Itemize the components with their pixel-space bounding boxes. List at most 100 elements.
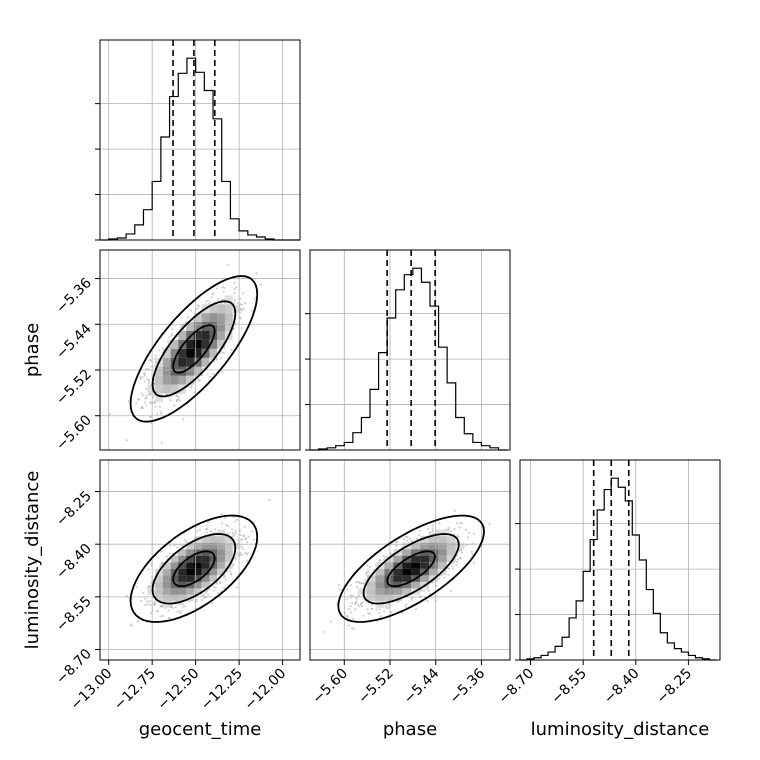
- sample-point-phase-vs-geocent-time-601: [145, 404, 148, 407]
- sample-point-luminosity-distance-vs-phase-1141: [429, 531, 432, 534]
- sample-point-luminosity-distance-vs-phase-514: [402, 538, 406, 541]
- density-cell-phase-vs-geocent-time-8-6: [201, 348, 210, 358]
- sample-point-phase-vs-geocent-time-1243: [259, 283, 262, 286]
- sample-point-phase-vs-geocent-time-1012: [168, 336, 171, 339]
- sample-point-phase-vs-geocent-time-240: [141, 405, 144, 408]
- sample-point-phase-vs-geocent-time-1379: [196, 304, 200, 307]
- sample-point-luminosity-distance-vs-geocent-time-834: [167, 609, 170, 612]
- sample-point-luminosity-distance-vs-phase-1129: [366, 564, 369, 567]
- density-cell-luminosity-distance-vs-geocent-time-11-9: [224, 549, 233, 556]
- density-cell-luminosity-distance-vs-phase-3-5: [375, 575, 385, 582]
- density-cell-luminosity-distance-vs-geocent-time-10-9: [217, 549, 225, 556]
- y-tick-label-phase-3: −5.36: [53, 275, 95, 317]
- density-cell-phase-vs-geocent-time-7-8: [193, 331, 202, 340]
- density-cell-luminosity-distance-vs-phase-6-3: [402, 588, 412, 595]
- sample-point-luminosity-distance-vs-geocent-time-365: [229, 569, 232, 573]
- sample-point-phase-vs-geocent-time-872: [149, 402, 152, 405]
- sample-point-phase-vs-geocent-time-1211: [190, 386, 193, 389]
- density-cell-phase-vs-geocent-time-3-2: [162, 384, 171, 394]
- sample-point-phase-vs-geocent-time-1262: [206, 372, 209, 375]
- density-cell-luminosity-distance-vs-geocent-time-7-8: [193, 555, 202, 563]
- density-cell-luminosity-distance-vs-geocent-time-9-5: [209, 575, 218, 582]
- density-cell-luminosity-distance-vs-phase-10-8: [437, 555, 447, 563]
- density-cell-luminosity-distance-vs-phase-11-8: [446, 555, 456, 563]
- sample-point-luminosity-distance-vs-phase-1361: [422, 589, 426, 592]
- panel-frame-phase-vs-geocent-time: [99, 249, 301, 451]
- sample-point-phase-vs-geocent-time-746: [232, 327, 235, 330]
- sample-point-luminosity-distance-vs-geocent-time-67: [244, 537, 248, 540]
- sample-point-phase-vs-geocent-time-912: [177, 395, 181, 398]
- sample-point-luminosity-distance-vs-geocent-time-910: [202, 593, 205, 596]
- sample-point-luminosity-distance-vs-geocent-time-412: [170, 605, 173, 608]
- sample-point-luminosity-distance-vs-geocent-time-1392: [211, 602, 214, 605]
- density-cell-luminosity-distance-vs-phase-4-2: [384, 594, 394, 602]
- density-cell-luminosity-distance-vs-phase-3-3: [375, 588, 385, 595]
- density-cell-luminosity-distance-vs-phase-10-7: [437, 562, 447, 569]
- sample-point-phase-vs-geocent-time-1380: [146, 378, 149, 381]
- density-cell-luminosity-distance-vs-phase-3-2: [375, 594, 385, 602]
- density-cell-phase-vs-geocent-time-3-6: [162, 348, 171, 358]
- density-cell-phase-vs-geocent-time-8-7: [201, 339, 210, 349]
- sample-point-luminosity-distance-vs-phase-829: [354, 602, 357, 605]
- sample-point-luminosity-distance-vs-phase-1226: [452, 561, 455, 565]
- density-cell-luminosity-distance-vs-geocent-time-10-7: [217, 562, 225, 569]
- sample-point-luminosity-distance-vs-geocent-time-587: [225, 524, 228, 527]
- density-cell-luminosity-distance-vs-phase-5-8: [393, 555, 403, 563]
- sample-point-luminosity-distance-vs-phase-198: [360, 605, 364, 608]
- density-cell-luminosity-distance-vs-geocent-time-2-5: [155, 575, 163, 582]
- density-cell-luminosity-distance-vs-geocent-time-5-4: [178, 581, 187, 589]
- density-cell-luminosity-distance-vs-geocent-time-7-4: [193, 581, 202, 589]
- density-cell-luminosity-distance-vs-geocent-time-8-11: [201, 536, 210, 543]
- density-cell-luminosity-distance-vs-phase-4-6: [384, 568, 394, 576]
- sample-point-luminosity-distance-vs-phase-955: [385, 604, 388, 607]
- sample-point-luminosity-distance-vs-geocent-time-1296: [244, 552, 247, 555]
- sample-point-luminosity-distance-vs-geocent-time-1045: [200, 598, 203, 601]
- sample-point-phase-vs-geocent-time-1208: [175, 394, 178, 397]
- density-cell-luminosity-distance-vs-phase-4-5: [384, 575, 394, 582]
- sample-point-luminosity-distance-vs-geocent-time-1000: [147, 568, 150, 571]
- sample-point-luminosity-distance-vs-phase-418: [346, 598, 349, 601]
- sample-point-luminosity-distance-vs-phase-1302: [378, 611, 381, 615]
- sample-point-luminosity-distance-vs-geocent-time-404: [222, 576, 225, 579]
- x-tick-label-luminosity-distance-3: −8.25: [654, 666, 696, 708]
- sample-point-luminosity-distance-vs-geocent-time-1229: [135, 585, 138, 588]
- density-cell-luminosity-distance-vs-phase-5-5: [393, 575, 403, 582]
- density-cell-luminosity-distance-vs-geocent-time-12-10: [232, 542, 241, 550]
- density-cell-phase-vs-geocent-time-8-8: [201, 331, 210, 340]
- sample-point-luminosity-distance-vs-phase-716: [438, 577, 441, 580]
- sample-point-phase-vs-geocent-time-689: [221, 370, 224, 374]
- sample-point-phase-vs-geocent-time-811: [148, 393, 151, 396]
- sample-point-luminosity-distance-vs-geocent-time-742: [136, 620, 139, 623]
- density-cell-phase-vs-geocent-time-2-4: [155, 366, 163, 376]
- sample-point-luminosity-distance-vs-geocent-time-1052: [146, 600, 149, 603]
- sample-point-luminosity-distance-vs-phase-929: [453, 533, 456, 536]
- text-layer: geocent_time phase luminosity_distance p…: [22, 275, 709, 740]
- sample-point-luminosity-distance-vs-phase-18: [357, 594, 360, 597]
- sample-point-luminosity-distance-vs-geocent-time-304: [205, 527, 209, 530]
- sample-point-luminosity-distance-vs-phase-868: [406, 535, 409, 538]
- density-cell-luminosity-distance-vs-geocent-time-5-5: [178, 575, 187, 582]
- sample-point-phase-vs-geocent-time-639: [253, 298, 256, 301]
- sample-point-luminosity-distance-vs-geocent-time-914: [268, 499, 271, 502]
- sample-point-luminosity-distance-vs-phase-568: [351, 601, 354, 605]
- contour-luminosity-distance-vs-phase-0: [386, 550, 436, 588]
- sample-point-phase-vs-geocent-time-1056: [180, 325, 183, 328]
- sample-point-luminosity-distance-vs-phase-121: [337, 583, 341, 587]
- density-cell-luminosity-distance-vs-geocent-time-7-6: [193, 568, 202, 576]
- sample-point-luminosity-distance-vs-phase-461: [455, 561, 458, 564]
- density-cell-luminosity-distance-vs-geocent-time-9-11: [209, 536, 218, 543]
- sample-point-luminosity-distance-vs-phase-925: [459, 522, 462, 525]
- sample-point-luminosity-distance-vs-phase-876: [375, 608, 378, 611]
- sample-point-phase-vs-geocent-time-790: [233, 301, 236, 304]
- density-cell-luminosity-distance-vs-phase-3-6: [375, 568, 385, 576]
- sample-point-phase-vs-geocent-time-622: [197, 378, 200, 381]
- density-cell-luminosity-distance-vs-geocent-time-4-2: [170, 594, 179, 602]
- sample-point-luminosity-distance-vs-phase-396: [378, 559, 381, 562]
- sample-point-luminosity-distance-vs-phase-430: [356, 603, 360, 606]
- sample-point-luminosity-distance-vs-geocent-time-99: [147, 586, 150, 589]
- sample-point-phase-vs-geocent-time-460: [184, 321, 187, 324]
- sample-point-phase-vs-geocent-time-54: [153, 382, 156, 385]
- density-cell-luminosity-distance-vs-phase-6-7: [402, 562, 412, 569]
- sample-point-phase-vs-geocent-time-426: [145, 394, 148, 397]
